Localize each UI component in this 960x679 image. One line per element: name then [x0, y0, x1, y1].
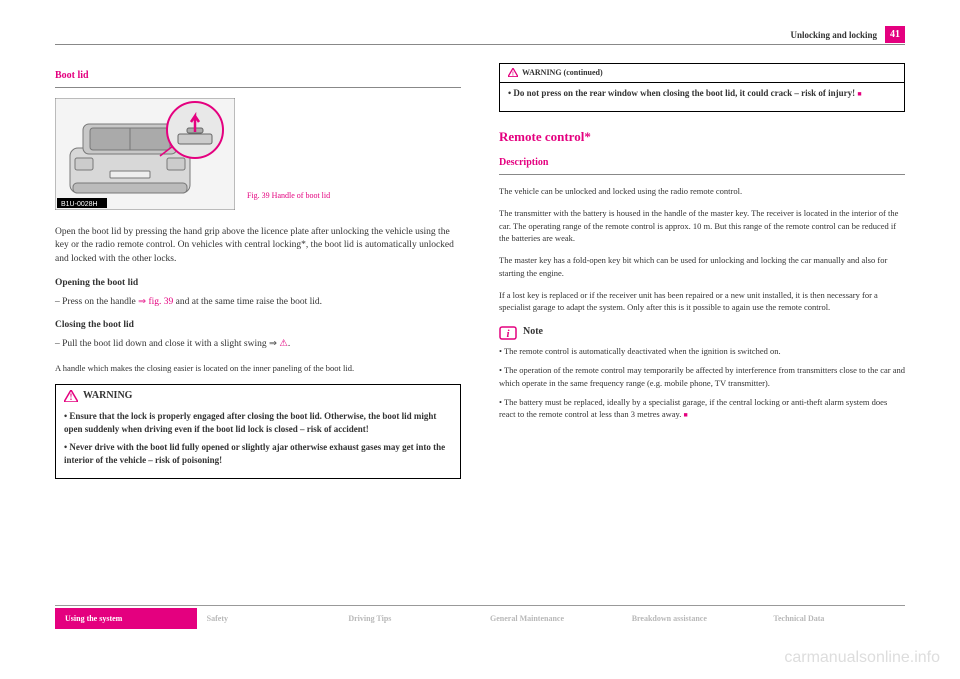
tab-driving-tips[interactable]: Driving Tips	[338, 608, 480, 629]
period: .	[288, 339, 290, 349]
page-number: 41	[885, 26, 905, 43]
section-divider	[55, 87, 461, 88]
end-square-icon: ■	[684, 411, 688, 419]
fig-reference: ⇒ fig. 39	[138, 297, 173, 307]
note-item-2: • The operation of the remote control ma…	[499, 364, 905, 389]
warning-cont-body: • Do not press on the rear window when c…	[500, 83, 904, 111]
opening-subtitle: Opening the boot lid	[55, 277, 461, 291]
warning-icon: !	[508, 68, 518, 77]
tab-breakdown[interactable]: Breakdown assistance	[622, 608, 764, 629]
warning-continued-box: ! WARNING (continued) • Do not press on …	[499, 63, 905, 112]
remote-control-title: Remote control*	[499, 128, 905, 147]
right-column: ! WARNING (continued) • Do not press on …	[499, 63, 905, 479]
warning-continued-header: ! WARNING (continued)	[500, 64, 904, 83]
footer-divider	[55, 605, 905, 606]
opening-after: and at the same time raise the boot lid.	[173, 297, 322, 307]
tab-maintenance[interactable]: General Maintenance	[480, 608, 622, 629]
opening-step: – Press on the handle ⇒ fig. 39 and at t…	[55, 296, 461, 310]
desc-p4: If a lost key is replaced or if the rece…	[499, 289, 905, 314]
header-section-title: Unlocking and locking	[55, 30, 905, 40]
warning-body: • Ensure that the lock is properly engag…	[56, 406, 460, 478]
desc-p3: The master key has a fold-open key bit w…	[499, 254, 905, 279]
note-label: Note	[523, 325, 543, 340]
svg-text:i: i	[506, 328, 510, 340]
warning-header: ! WARNING	[56, 385, 460, 406]
closing-subtitle: Closing the boot lid	[55, 319, 461, 333]
handle-note: A handle which makes the closing easier …	[55, 362, 461, 374]
note-list: • The remote control is automatically de…	[499, 345, 905, 421]
page-header: Unlocking and locking 41	[55, 30, 905, 45]
figure-39: B1U-0028H Fig. 39 Handle of boot lid	[55, 98, 461, 210]
warning-cont-text: • Do not press on the rear window when c…	[508, 87, 896, 100]
end-square-icon: ■	[857, 90, 861, 98]
tab-using-system[interactable]: Using the system	[55, 608, 197, 629]
tab-safety[interactable]: Safety	[197, 608, 339, 629]
header-divider	[55, 44, 905, 45]
manual-page: Unlocking and locking 41 Boot lid	[0, 0, 960, 679]
warning-box: ! WARNING • Ensure that the lock is prop…	[55, 384, 461, 479]
boot-lid-illustration: B1U-0028H	[55, 98, 235, 210]
warning-item-1: • Ensure that the lock is properly engag…	[64, 410, 452, 436]
svg-text:!: !	[512, 71, 514, 77]
closing-text: – Pull the boot lid down and close it wi…	[55, 339, 279, 349]
section-divider	[499, 174, 905, 175]
warning-triangle-icon: ⚠	[279, 339, 288, 349]
tab-technical[interactable]: Technical Data	[763, 608, 905, 629]
watermark: carmanualsonline.info	[784, 649, 940, 667]
note-item-3: • The battery must be replaced, ideally …	[499, 396, 905, 421]
desc-p2: The transmitter with the battery is hous…	[499, 207, 905, 244]
desc-p1: The vehicle can be unlocked and locked u…	[499, 185, 905, 197]
warning-icon: !	[64, 390, 78, 402]
svg-text:!: !	[70, 392, 73, 402]
svg-text:B1U-0028H: B1U-0028H	[61, 201, 98, 208]
description-title: Description	[499, 156, 905, 171]
info-icon: i	[499, 326, 517, 340]
figure-caption: Fig. 39 Handle of boot lid	[247, 190, 330, 202]
note-item-1: • The remote control is automatically de…	[499, 345, 905, 357]
closing-step: – Pull the boot lid down and close it wi…	[55, 338, 461, 352]
footer-tabs: Using the system Safety Driving Tips Gen…	[55, 608, 905, 629]
left-column: Boot lid	[55, 63, 461, 479]
opening-text: – Press on the handle	[55, 297, 138, 307]
boot-lid-title: Boot lid	[55, 69, 461, 84]
warning-cont-title: WARNING (continued)	[522, 67, 603, 79]
warning-title: WARNING	[83, 389, 132, 404]
content-columns: Boot lid	[55, 63, 905, 479]
warning-item-2: • Never drive with the boot lid fully op…	[64, 441, 452, 467]
intro-paragraph: Open the boot lid by pressing the hand g…	[55, 226, 461, 267]
note-header: i Note	[499, 325, 905, 340]
